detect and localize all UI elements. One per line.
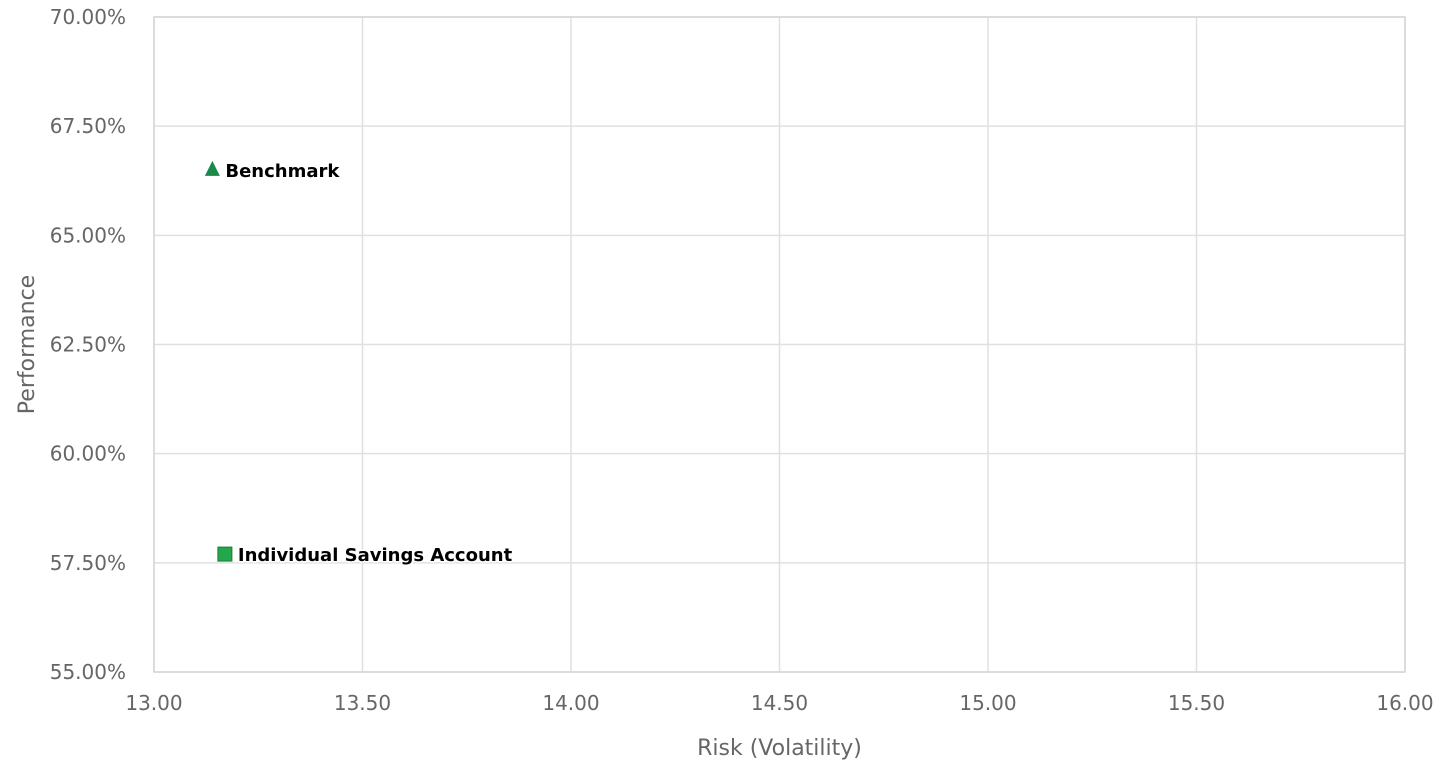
x-tick-label: 14.50	[751, 691, 808, 715]
y-tick-label: 57.50%	[50, 551, 126, 575]
y-axis-title: Performance	[15, 275, 40, 414]
x-tick-label: 15.50	[1168, 691, 1225, 715]
y-axis-ticks: 55.00% 57.50% 60.00% 62.50% 65.00% 67.50% 70.0…	[50, 5, 126, 684]
x-tick-label: 14.00	[542, 691, 599, 715]
x-tick-label: 15.00	[959, 691, 1016, 715]
x-tick-label: 13.50	[334, 691, 391, 715]
data-label: Individual Savings Account	[238, 545, 513, 566]
y-tick-label: 55.00%	[50, 660, 126, 684]
grid-layer	[153, 16, 1406, 673]
individual-savings-account-point[interactable]	[217, 546, 233, 562]
x-tick-label: 16.00	[1376, 691, 1433, 715]
data-label: Benchmark	[225, 161, 340, 182]
benchmark-point[interactable]	[204, 160, 220, 176]
y-tick-label: 65.00%	[50, 223, 126, 247]
plot-area-border	[153, 16, 1406, 673]
y-tick-label: 70.00%	[50, 5, 126, 29]
x-axis-ticks: 13.00 13.50 14.00 14.50 15.00 15.50 16.00	[125, 691, 1433, 715]
x-axis-title: Risk (Volatility)	[697, 736, 862, 761]
x-tick-label: 13.00	[125, 691, 182, 715]
y-tick-label: 62.50%	[50, 333, 126, 357]
data-points: Benchmark Individual Savings Account	[204, 159, 514, 568]
y-tick-label: 60.00%	[50, 442, 126, 466]
y-tick-label: 67.50%	[50, 114, 126, 138]
